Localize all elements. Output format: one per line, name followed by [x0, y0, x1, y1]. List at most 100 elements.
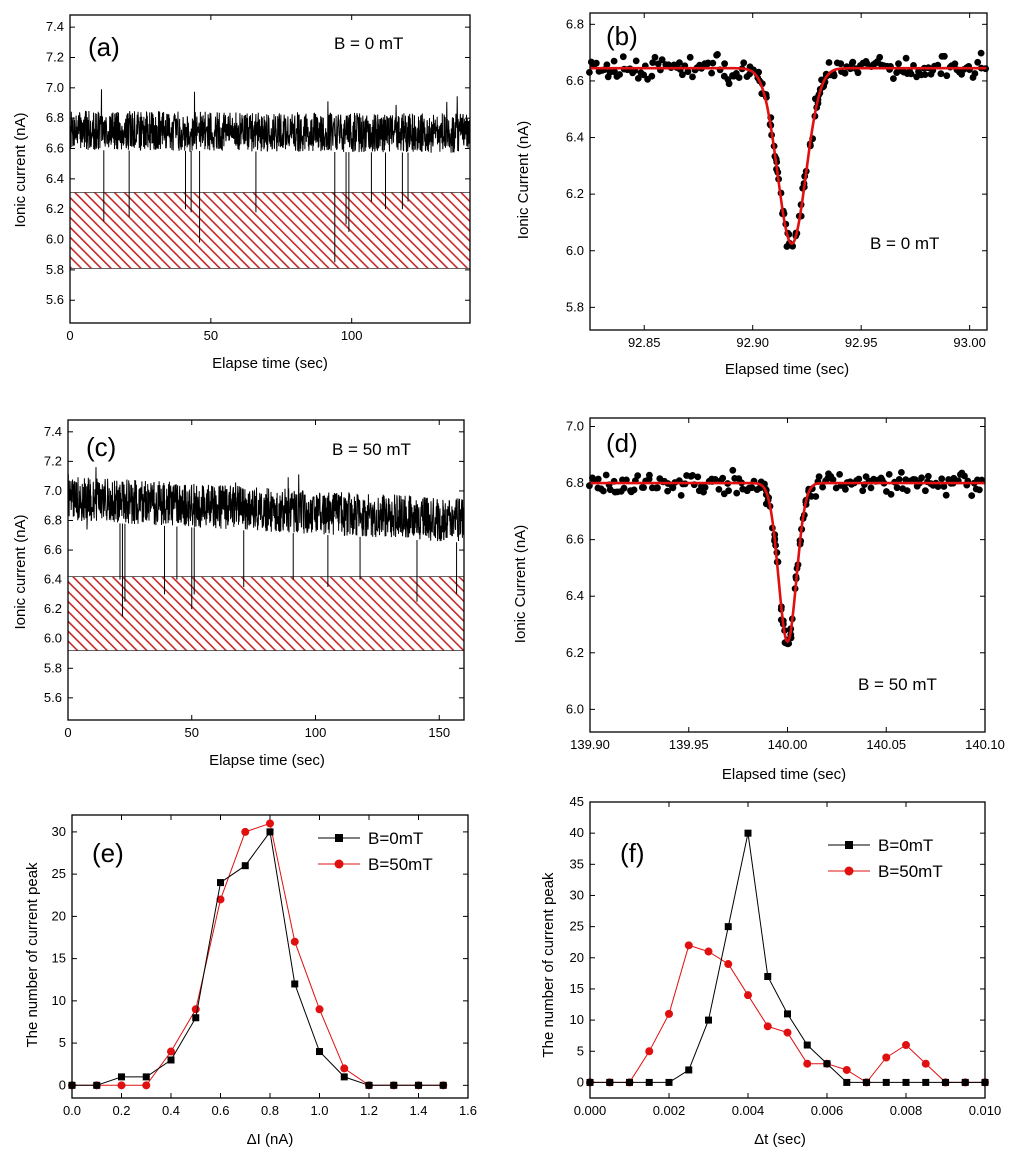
panel-b-data-point [651, 53, 659, 61]
panel-b-data-point [686, 53, 694, 61]
panel-f-y-tick-label: 40 [570, 825, 584, 840]
panel-f-b0-marker [606, 1078, 614, 1086]
panel-e-b50-marker [117, 1081, 126, 1090]
panel-e-b0-marker [118, 1073, 125, 1081]
panel-f-y-tick-label: 20 [570, 950, 584, 965]
panel-e-b50-marker [241, 827, 250, 836]
panel-d-data-point [855, 475, 863, 483]
panel-d-data-point [918, 474, 925, 482]
panel-f-y-tick-label: 35 [570, 856, 584, 871]
panel-e-b0-marker [167, 1056, 175, 1064]
panel-d-data-point [842, 485, 849, 493]
panel-a-y-tick-label: 6.0 [46, 232, 64, 247]
panel-d-data-point [719, 474, 727, 482]
panel-f-b50-marker [921, 1059, 930, 1068]
panel-d-data-point [664, 487, 671, 495]
panel-d-data-point [701, 484, 709, 491]
panel-e-x-tick-label: 0.6 [211, 1103, 229, 1118]
panel-f-x-tick-label: 0.008 [890, 1103, 923, 1118]
panel-c-x-tick-label: 150 [428, 725, 450, 740]
panel-c-y-axis-label: Ionic current (nA) [12, 514, 29, 629]
panel-d-data-point [748, 484, 756, 492]
panel-b: (b) B = 0 mT Elapsed time (sec) Ionic Cu… [515, 12, 989, 378]
panel-d-data-point [829, 476, 837, 484]
panel-d-frame [589, 417, 986, 733]
panel-d-y-tick-label: 6.4 [566, 588, 584, 603]
panel-b-y-tick-label: 6.8 [566, 16, 584, 31]
panel-e-y-tick-label: 5 [59, 1035, 66, 1050]
panel-e-x-axis-label: ΔI (nA) [247, 1131, 294, 1148]
panel-b-data-point [714, 51, 721, 58]
panel-e-b0-marker [340, 1073, 348, 1081]
panel-f-b50-marker [882, 1053, 891, 1062]
panel-f-b0-marker [843, 1078, 851, 1086]
panel-e-b50-marker [167, 1047, 175, 1056]
panel-c-x-tick-label: 100 [305, 725, 327, 740]
panel-e-b0-marker [142, 1073, 150, 1081]
panel-d-x-tick-label: 140.10 [965, 737, 1005, 752]
panel-b-x-tick-label: 92.90 [736, 335, 769, 350]
panel-e-frame [71, 814, 469, 1099]
panel-c-y-tick-label: 7.0 [44, 483, 62, 498]
panel-d-data-point [620, 484, 628, 492]
panel-b-data-point [830, 72, 838, 80]
panel-b-data-point [890, 75, 897, 82]
panel-b-data-point [725, 80, 733, 88]
panel-b-data-point [825, 59, 833, 66]
panel-d-data-point [819, 483, 826, 491]
panel-d: (d) B = 50 mT Elapsed time (sec) Ionic C… [512, 417, 1005, 783]
panel-c-x-axis-label: Elapse time (sec) [209, 752, 325, 769]
panel-b-data-point [941, 52, 948, 60]
panel-d-data-point [940, 483, 948, 490]
panel-c-y-tick-label: 7.2 [44, 453, 62, 468]
panel-d-data-point [594, 475, 602, 483]
panel-d-x-tick-label: 140.00 [768, 737, 808, 752]
panel-e-b50-marker [340, 1064, 349, 1073]
panel-f-y-axis-label: The number of current peak [540, 872, 557, 1058]
panel-f-b50-marker [902, 1041, 910, 1050]
panel-a-x-tick-label: 0 [66, 328, 73, 343]
panel-d-data-point [623, 476, 630, 484]
panel-e-b50-marker [266, 819, 274, 828]
panel-a-y-tick-label: 7.4 [46, 19, 64, 34]
panel-a-threshold-band [69, 192, 471, 269]
panel-d-x-axis-label: Elapsed time (sec) [722, 766, 846, 783]
panel-d-data-point [634, 472, 642, 479]
panel-e-y-tick-label: 25 [52, 866, 66, 881]
panel-d-data-point [893, 484, 901, 492]
panel-d-data-point [922, 487, 929, 495]
panel-f-plot-area: 0.000 0.002 0.004 0.006 0.008 0.010 0 5 10 15 20 25… [570, 794, 1002, 1118]
panel-b-fit-curve [590, 66, 987, 245]
panel-a-y-tick-label: 5.6 [46, 292, 64, 307]
panel-d-plot-area: 139.90 139.95 140.00 140.05 140.10 6.0 6.2 6.4 6… [566, 417, 1005, 752]
panel-e-label: (e) [92, 838, 124, 868]
panel-e-x-tick-label: 1.6 [459, 1103, 477, 1118]
panel-e-x-tick-label: 0.2 [112, 1103, 130, 1118]
panel-b-x-tick-label: 93.00 [953, 335, 986, 350]
panel-f-b50-marker [763, 1022, 772, 1031]
panel-d-data-point [859, 487, 867, 495]
panel-d-y-axis-label: Ionic Current (nA) [512, 525, 529, 643]
panel-d-data-point [942, 491, 950, 499]
panel-b-data-point [971, 70, 979, 77]
panel-d-data-point [885, 471, 893, 478]
panel-d-y-tick-label: 6.6 [566, 532, 584, 547]
panel-e-b0-marker [415, 1081, 422, 1089]
panel-f-b50-marker [704, 947, 713, 956]
panel-d-data-point [978, 476, 986, 484]
panel-d-data-point [677, 492, 685, 499]
panel-b-data-point [632, 57, 640, 65]
panel-c-plot-area: 0 50 100 150 5.6 5.8 6.0 6.2 6.4 6.6 6.8 7.0 7.2 7.4 [44, 419, 465, 740]
panel-b-y-tick-label: 6.0 [566, 243, 584, 258]
panel-d-data-point [711, 476, 719, 483]
panel-b-x-axis-label: Elapsed time (sec) [725, 361, 849, 378]
panel-f-x-tick-label: 0.004 [732, 1103, 765, 1118]
panel-b-data-point [876, 53, 884, 61]
panel-e-y-tick-label: 30 [52, 824, 66, 839]
panel-e-x-tick-label: 0.4 [162, 1103, 180, 1118]
panel-c-y-tick-label: 6.8 [44, 512, 62, 527]
panel-d-data-point [646, 471, 653, 479]
panel-e-b0-marker [241, 862, 249, 870]
panel-d-data-point [694, 473, 702, 481]
